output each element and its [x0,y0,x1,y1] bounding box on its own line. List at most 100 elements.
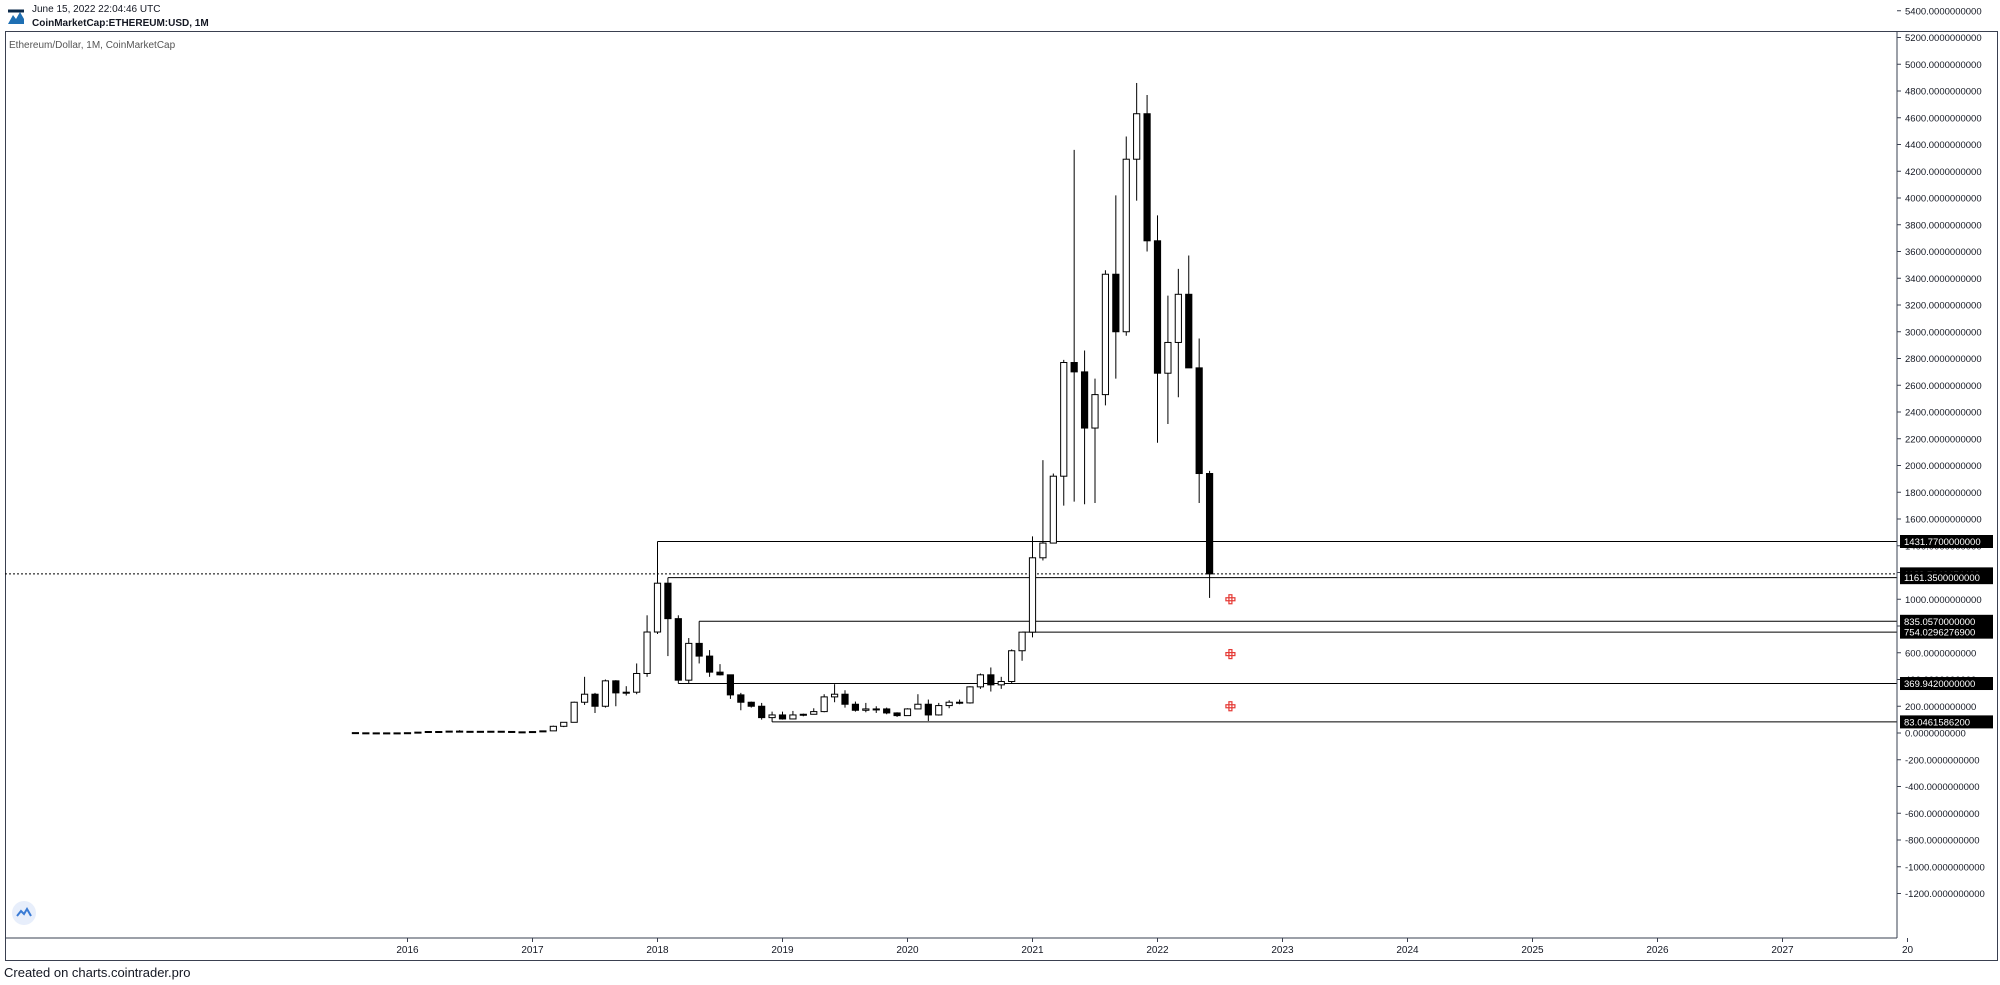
price-tick-label: 0.0000000000 [1905,729,1966,740]
time-tick-label: 2019 [771,945,794,956]
candle-body [414,731,422,734]
level-label-bg [1900,614,1993,628]
price-tick-label: 2000.0000000000 [1905,461,1982,472]
marker-square [1231,651,1236,657]
candle-body [383,732,391,735]
level-label: 754.0296276900 [1904,628,1975,639]
target-marker-icon [1225,648,1236,660]
price-tick-label: -1200.0000000000 [1905,889,1985,900]
price-tick-label: 200.0000000000 [1905,702,1976,713]
candle-body [716,671,724,676]
price-tick-label: 4000.0000000000 [1905,194,1982,205]
time-tick-label: 2026 [1646,945,1669,956]
time-tick-label: 2027 [1771,945,1794,956]
level-price-labels: 1431.77000000001189.71464744001161.35000… [1900,535,1993,729]
candle-body [1122,158,1130,333]
time-tick-label: 2018 [646,945,669,956]
price-tick-label: 4600.0000000000 [1905,113,1982,124]
candles [351,82,1214,735]
candle-body [830,693,839,698]
candle-body [758,705,766,719]
candle-body [466,730,474,733]
candle-body [393,732,401,735]
candle-body [997,681,1005,686]
candle-body [674,618,682,681]
time-tick-label: 2025 [1521,945,1544,956]
candle-body [372,732,380,735]
candle-body [1143,113,1151,242]
level-label-bg [1900,715,1993,729]
candle-body [549,725,557,732]
candle-body [1060,362,1068,477]
candle-body [987,674,995,686]
candle-body [789,714,797,720]
time-tick-label: 2017 [521,945,544,956]
candle-body [768,714,776,719]
time-tick-label: 2016 [396,945,419,956]
candle-body [539,730,547,733]
price-tick-label: 2200.0000000000 [1905,434,1982,445]
candle-body [1091,394,1099,429]
candle-body [1018,631,1026,652]
candle-body [1153,240,1162,374]
footer-credit: Created on charts.cointrader.pro [4,965,191,980]
candle-body [893,712,901,717]
price-tick-label: 5400.0000000000 [1905,6,1982,17]
candle-body [633,672,641,693]
candle-body [518,731,526,734]
price-tick-label: 5200.0000000000 [1905,33,1982,44]
candle-body [841,693,849,705]
price-tick-label: 3400.0000000000 [1905,274,1982,285]
price-tick-label: 4200.0000000000 [1905,167,1982,178]
candle-body [685,642,693,681]
target-marker-icon [1225,594,1236,605]
time-tick-label: 2023 [1271,945,1294,956]
candle-body [820,696,828,713]
price-tick-label: -200.0000000000 [1905,755,1980,766]
time-axis: 2016 2017 2018 2019 2020 2021 2022 2023 2024 2025… [5,937,1913,956]
price-axis: 5400.0000000000 5200.0000000000 5000.00000… [1896,6,1985,938]
price-tick-label: 3200.0000000000 [1905,301,1982,312]
candle-body [872,708,880,711]
candle-body [664,582,672,620]
time-tick-label: 2024 [1396,945,1419,956]
candle-body [705,655,714,673]
marker-square [1228,648,1233,654]
candle-body [622,691,630,694]
price-tick-label: 4800.0000000000 [1905,87,1982,98]
candle-body [1101,273,1110,396]
candle-body [695,642,703,657]
level-label: 83.0461586200 [1904,717,1970,728]
marker-square [1228,654,1233,660]
price-tick-label: 3000.0000000000 [1905,327,1982,338]
price-tick-label: 600.0000000000 [1905,648,1976,659]
candle-body [1174,293,1182,343]
candle-body [528,731,537,734]
marker-square [1228,707,1233,712]
snapshot-timestamp: June 15, 2022 22:04:46 UTC [32,4,161,15]
candle-body [643,631,651,674]
symbol-label: CoinMarketCap:ETHEREUM:USD, 1M [32,18,209,29]
level-label: 369.9420000000 [1904,679,1975,690]
price-tick-label: -400.0000000000 [1905,782,1980,793]
price-tick-label: 2600.0000000000 [1905,381,1982,392]
candle-body [653,582,662,633]
candle-body [935,705,943,716]
candle-body [1195,367,1203,475]
chart-frame[interactable] [5,31,1998,961]
level-label: 835.0570000000 [1904,617,1975,628]
cointrader-logo-icon [7,7,25,25]
price-tick-label: 3600.0000000000 [1905,247,1982,258]
price-tick-label: 3800.0000000000 [1905,220,1982,231]
candle-body [403,732,412,735]
candle-body [476,730,485,733]
markers [1225,594,1236,712]
marker-square [1231,704,1236,709]
candle-body [903,708,912,717]
watermark-icon[interactable] [12,901,36,925]
marker-square [1228,600,1233,605]
candle-body [1164,341,1172,374]
level-label-bg [1900,571,1993,585]
price-tick-label: 1800.0000000000 [1905,488,1982,499]
